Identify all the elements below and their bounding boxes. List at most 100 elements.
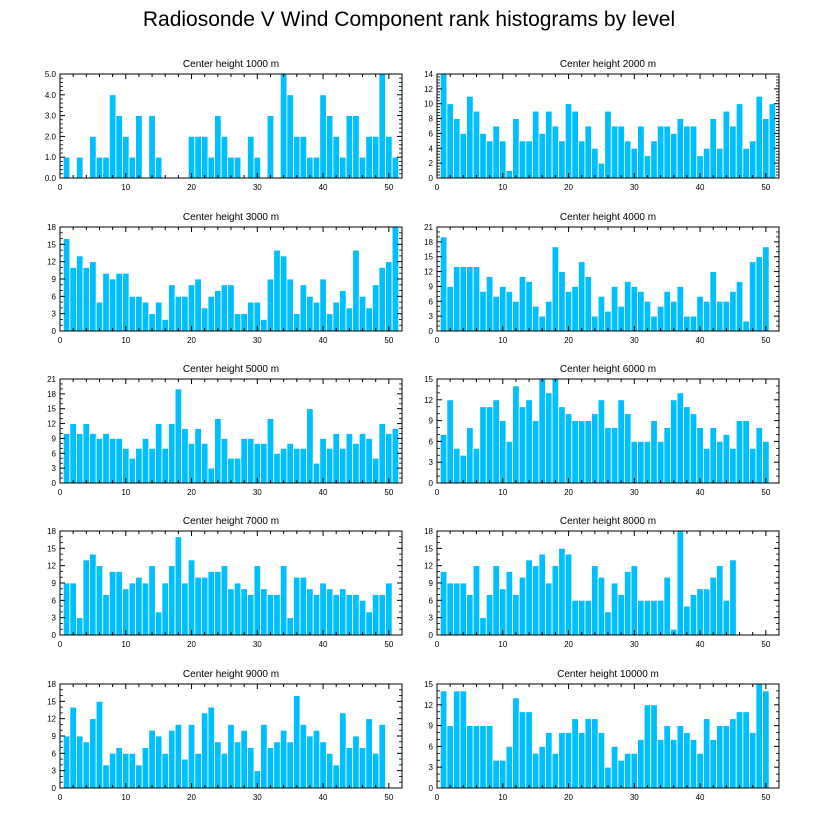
bar [391,156,400,179]
bar [187,284,196,332]
bar [538,133,546,179]
bar [365,307,373,332]
bar [240,729,248,789]
y-tick-label: 6 [429,437,434,446]
y-tick-label: 9 [52,434,57,443]
bar [352,115,360,179]
bar [439,73,448,179]
bar [69,267,77,332]
bar [584,125,592,179]
bar [709,271,717,332]
bar [578,732,586,789]
bar [709,576,717,636]
bar [499,140,507,179]
bar [702,147,711,179]
bar [663,290,671,332]
bar [207,295,215,332]
x-tick-label: 20 [564,793,573,802]
bar [76,433,84,484]
bar [749,447,757,484]
bar [722,300,731,332]
bar [551,378,560,484]
bar [571,718,579,789]
bar [591,147,599,179]
x-tick-label: 30 [630,336,639,345]
bar [610,286,619,332]
y-tick-label: 2.0 [45,132,57,141]
panel-2: Center height 2000 m 0 10 20 30 40 50 0 2 4 6 8 10 12… [424,59,780,192]
bar [260,442,268,484]
bar [385,433,393,484]
bar [617,125,625,179]
x-tick-label: 40 [696,793,705,802]
bar [240,438,248,484]
bar [89,433,97,484]
bar [564,553,573,636]
bar [545,110,553,179]
bar [69,423,77,484]
panel-title: Center height 7000 m [183,516,279,527]
bar [525,711,533,789]
bar [371,135,380,179]
bar [545,300,553,332]
x-tick-label: 0 [435,488,440,497]
bar [161,582,169,636]
bar [584,599,592,636]
bar [168,423,176,484]
bar [755,683,763,789]
bar [466,95,474,179]
bar [319,741,327,789]
bar [453,118,461,179]
bar [617,759,625,789]
x-tick-label: 10 [121,488,130,497]
x-tick-label: 50 [384,183,393,192]
panel-title: Center height 4000 m [560,212,656,223]
bar [591,565,599,636]
bar [650,704,658,789]
bar [643,599,652,636]
bar [610,582,619,636]
bar [643,300,652,332]
bar [122,272,130,332]
y-tick-label: 9 [52,579,57,588]
bar [696,588,704,636]
x-tick-label: 40 [696,488,705,497]
bar [391,428,400,484]
x-tick-label: 20 [187,183,196,192]
bar [650,140,658,179]
bar [525,281,533,332]
bar [266,278,275,332]
y-tick-label: 4 [429,144,434,153]
bar [696,752,704,789]
bar [95,565,104,636]
bar [207,467,215,484]
bar [492,125,500,179]
y-tick-label: 12 [424,396,433,405]
y-tick-label: 12 [424,701,433,710]
bar [62,433,71,484]
bar [617,305,625,332]
bar [485,140,494,179]
bar [735,103,744,179]
bar [128,457,137,484]
bar [558,271,566,332]
bar [154,735,163,789]
bar [89,718,97,789]
bar [253,565,262,636]
bar [643,155,652,179]
bar [233,741,242,789]
bar [286,94,294,179]
bar [200,576,209,636]
y-tick-label: 18 [47,223,56,232]
bar [459,133,467,179]
bar [194,135,202,179]
y-tick-label: 15 [47,544,56,553]
bar [266,115,275,179]
bar [385,261,393,332]
bar [187,442,196,484]
bar [624,571,632,636]
bar [135,295,143,332]
y-tick-label: 3 [52,464,57,473]
bar [610,125,619,179]
bar [247,301,255,332]
